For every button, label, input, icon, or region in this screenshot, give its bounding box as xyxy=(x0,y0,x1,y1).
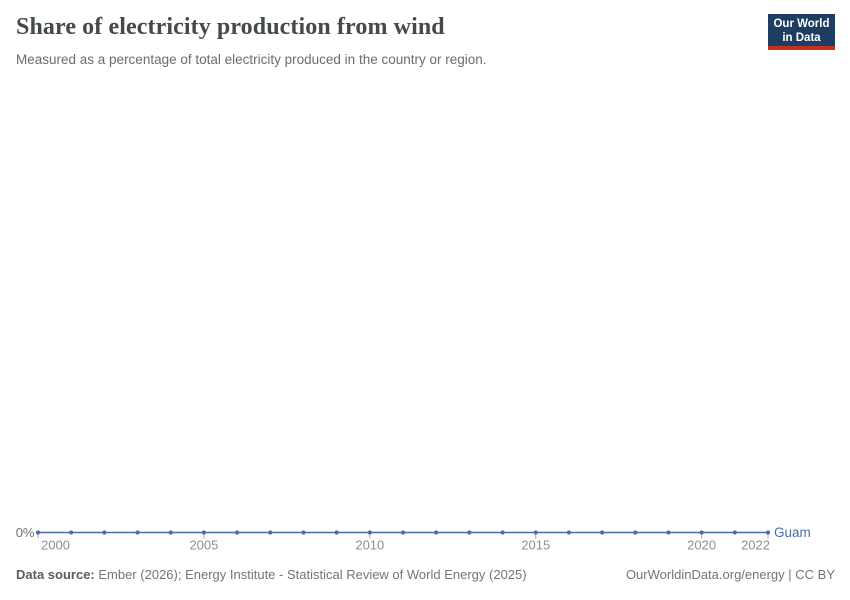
data-point[interactable] xyxy=(633,530,638,535)
data-point[interactable] xyxy=(533,530,538,535)
data-point[interactable] xyxy=(168,530,173,535)
data-source-note: Data source: Ember (2026); Energy Instit… xyxy=(16,567,527,582)
data-point[interactable] xyxy=(102,530,107,535)
data-point[interactable] xyxy=(367,530,372,535)
footer: Data source: Ember (2026); Energy Instit… xyxy=(16,567,835,582)
x-axis-tick-label: 2005 xyxy=(189,538,218,553)
data-point[interactable] xyxy=(301,530,306,535)
data-point[interactable] xyxy=(334,530,339,535)
data-source-label: Data source: xyxy=(16,567,95,582)
data-point[interactable] xyxy=(201,530,207,535)
page-title: Share of electricity production from win… xyxy=(16,14,445,40)
data-point[interactable] xyxy=(400,530,406,535)
data-point[interactable] xyxy=(732,530,737,535)
data-point[interactable] xyxy=(500,530,505,535)
x-axis-tick-label: 2020 xyxy=(687,538,716,553)
data-point[interactable] xyxy=(35,530,41,535)
data-point[interactable] xyxy=(434,530,439,535)
x-axis-tick-label: 2015 xyxy=(521,538,550,553)
owid-cc-link[interactable]: OurWorldinData.org/energy | CC BY xyxy=(625,567,835,582)
data-source-text: Ember (2026); Energy Institute - Statist… xyxy=(98,567,527,582)
data-point[interactable] xyxy=(666,530,671,535)
owid-logo[interactable]: Our World in Data xyxy=(768,14,835,50)
data-point[interactable] xyxy=(234,530,240,535)
data-point[interactable] xyxy=(765,530,771,535)
data-point[interactable] xyxy=(135,530,140,535)
data-point[interactable] xyxy=(69,530,74,535)
series-entity-label[interactable]: Guam xyxy=(774,525,811,540)
data-point[interactable] xyxy=(699,530,704,535)
data-point[interactable] xyxy=(566,530,572,535)
data-point[interactable] xyxy=(268,530,273,535)
data-point[interactable] xyxy=(599,530,605,535)
owid-logo-line1: Our World xyxy=(773,18,830,30)
x-axis-tick-label: 2000 xyxy=(41,538,70,553)
data-point[interactable] xyxy=(467,530,472,535)
chart-subtitle: Measured as a percentage of total electr… xyxy=(16,52,487,67)
y-axis-tick-label: 0% xyxy=(16,525,35,540)
x-axis-tick-label: 2010 xyxy=(355,538,384,553)
x-axis-tick-label: 2022 xyxy=(741,538,770,553)
owid-logo-line2: in Data xyxy=(782,31,821,44)
